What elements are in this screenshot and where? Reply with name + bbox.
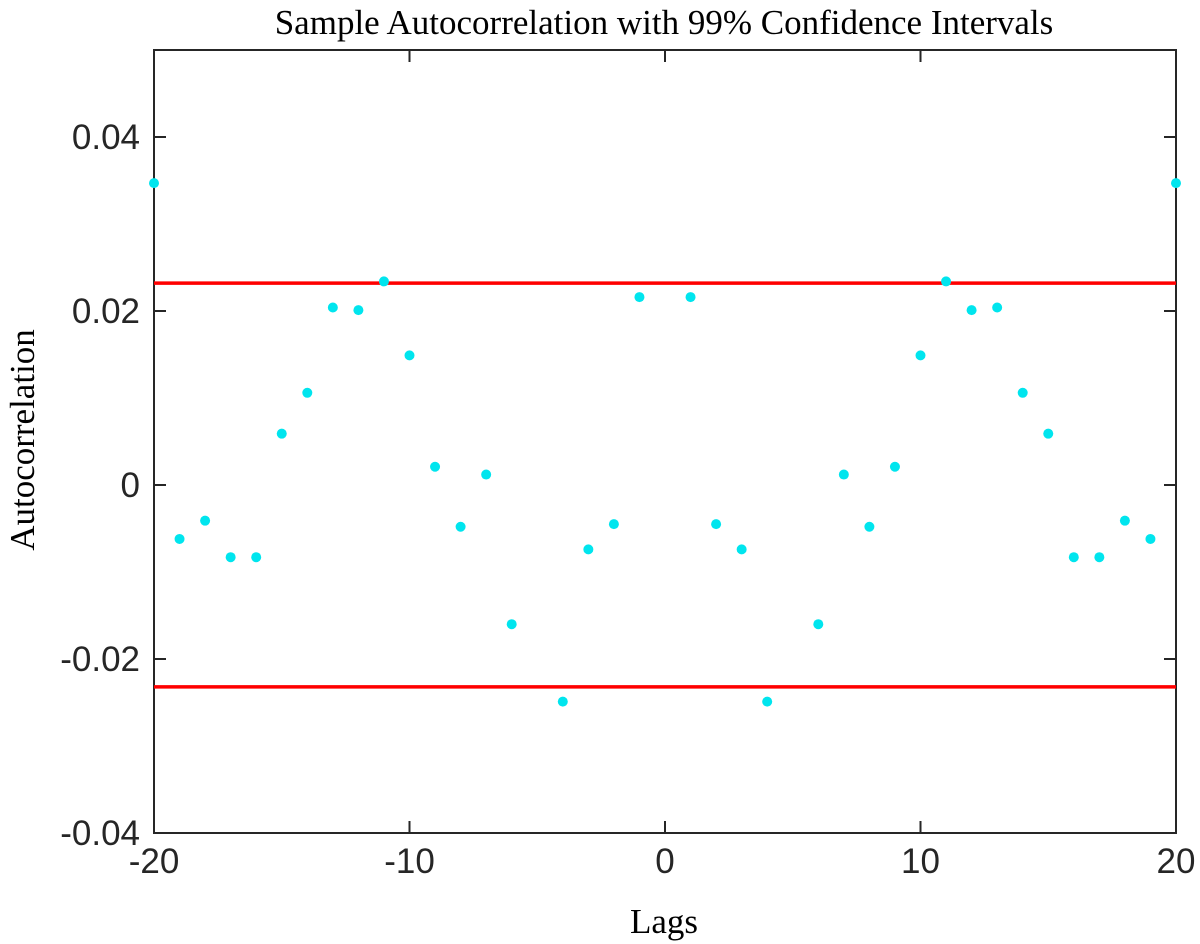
- x-tick-label: 0: [655, 842, 674, 881]
- data-point: [889, 461, 900, 472]
- data-point: [200, 515, 211, 526]
- y-tick-label: 0.04: [72, 118, 140, 157]
- x-axis-label: Lags: [630, 902, 698, 941]
- data-point: [276, 428, 287, 439]
- data-point: [711, 519, 722, 530]
- data-point: [992, 302, 1003, 313]
- data-point: [481, 469, 492, 480]
- y-axis-label: Autocorrelation: [3, 329, 42, 551]
- data-point: [251, 552, 262, 563]
- data-point: [634, 292, 645, 303]
- data-point: [915, 350, 926, 361]
- data-point: [353, 305, 364, 316]
- data-point: [583, 544, 594, 555]
- x-tick-label: -20: [129, 842, 180, 881]
- data-point: [430, 461, 441, 472]
- data-point: [404, 350, 415, 361]
- data-point: [455, 521, 466, 532]
- data-point: [1145, 533, 1156, 544]
- data-point: [1119, 515, 1130, 526]
- data-point: [1068, 552, 1079, 563]
- data-point: [685, 292, 696, 303]
- data-point: [941, 276, 952, 287]
- data-point: [557, 696, 568, 707]
- data-point: [174, 533, 185, 544]
- data-point: [762, 696, 773, 707]
- y-tick-label: 0.02: [72, 292, 140, 331]
- data-point: [1043, 428, 1054, 439]
- data-point: [506, 619, 517, 630]
- y-tick-label: -0.04: [60, 814, 140, 853]
- x-tick-label: -10: [384, 842, 435, 881]
- data-point: [838, 469, 849, 480]
- data-point: [327, 302, 338, 313]
- chart-title: Sample Autocorrelation with 99% Confiden…: [275, 3, 1054, 42]
- plot-area: -20 -10 0 10 20 -0.04 -0.02 0 0.02 0.04: [60, 49, 1196, 881]
- y-tick-label: -0.02: [60, 640, 140, 679]
- data-point: [966, 305, 977, 316]
- y-tick-label: 0: [121, 466, 140, 505]
- x-tick-label: 20: [1157, 842, 1196, 881]
- data-point: [1171, 178, 1181, 189]
- data-point: [149, 178, 159, 189]
- data-point: [1017, 387, 1028, 398]
- data-point: [302, 387, 313, 398]
- data-point: [1094, 552, 1105, 563]
- data-point: [813, 619, 824, 630]
- data-point: [736, 544, 747, 555]
- data-point: [225, 552, 236, 563]
- data-point: [864, 521, 875, 532]
- x-tick-label: 10: [901, 842, 940, 881]
- data-point: [378, 276, 389, 287]
- data-point: [608, 519, 619, 530]
